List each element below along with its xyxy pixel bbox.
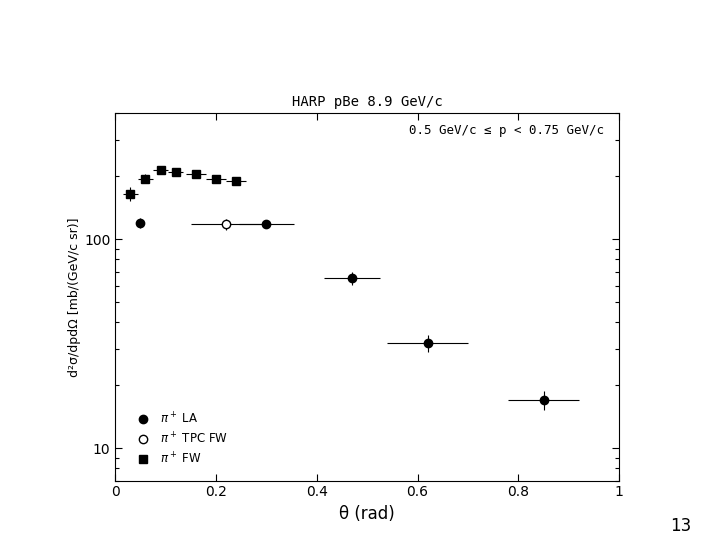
Title: HARP pBe 8.9 GeV/c: HARP pBe 8.9 GeV/c (292, 96, 443, 110)
Legend: $\pi^+$ LA, $\pi^+$ TPC FW, $\pi^+$ FW: $\pi^+$ LA, $\pi^+$ TPC FW, $\pi^+$ FW (126, 406, 233, 471)
Y-axis label: d²σ/dpdΩ [mb/(GeV/c sr)]: d²σ/dpdΩ [mb/(GeV/c sr)] (68, 217, 81, 377)
X-axis label: θ (rad): θ (rad) (339, 505, 395, 523)
Text: 0.5 GeV/c ≤ p < 0.75 GeV/c: 0.5 GeV/c ≤ p < 0.75 GeV/c (409, 124, 604, 137)
Text: 13: 13 (670, 517, 691, 535)
Text: The two spectrometers match each other: The two spectrometers match each other (14, 21, 662, 49)
